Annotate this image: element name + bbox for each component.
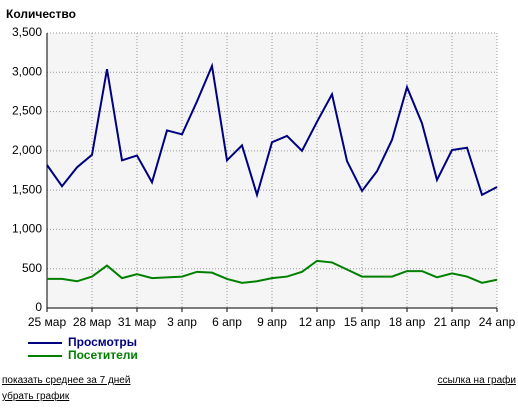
remove-link[interactable]: убрать график <box>2 391 70 402</box>
x-tick-label: 3 апр <box>167 315 197 329</box>
share-link[interactable]: ссылка на графи <box>437 375 516 386</box>
x-tick-label: 12 апр <box>299 315 336 329</box>
y-tick-label: 500 <box>22 261 42 275</box>
x-tick-label: 9 апр <box>257 315 287 329</box>
y-tick-label: 3,000 <box>12 64 42 78</box>
y-tick-label: 2,000 <box>12 143 42 157</box>
y-tick-label: 2,500 <box>12 104 42 118</box>
y-tick-label: 0 <box>35 300 42 314</box>
series-line <box>46 62 498 199</box>
x-tick-label: 24 апр <box>479 315 516 329</box>
chart-title: Количество <box>6 7 76 21</box>
average-link[interactable]: показать среднее за 7 дней <box>2 375 131 386</box>
chart: Количество 0 500 1,000 1,500 2,000 2,500 3,000… <box>6 7 516 362</box>
x-tick-label: 28 мар <box>73 315 112 329</box>
y-tick-label: 1,000 <box>12 222 42 236</box>
series-line <box>47 259 498 284</box>
x-tick-label: 15 апр <box>344 315 381 329</box>
x-tick-label: 18 апр <box>389 315 426 329</box>
legend-label: Просмотры <box>68 335 137 349</box>
y-tick-label: 3,500 <box>12 25 42 39</box>
x-tick-label: 6 апр <box>212 315 242 329</box>
x-tick-label: 25 мар <box>28 315 67 329</box>
x-tick-label: 31 мар <box>118 315 157 329</box>
x-tick-label: 21 апр <box>434 315 471 329</box>
y-tick-label: 1,500 <box>12 182 42 196</box>
legend-label: Посетители <box>68 348 138 362</box>
plot-bg <box>47 33 497 308</box>
